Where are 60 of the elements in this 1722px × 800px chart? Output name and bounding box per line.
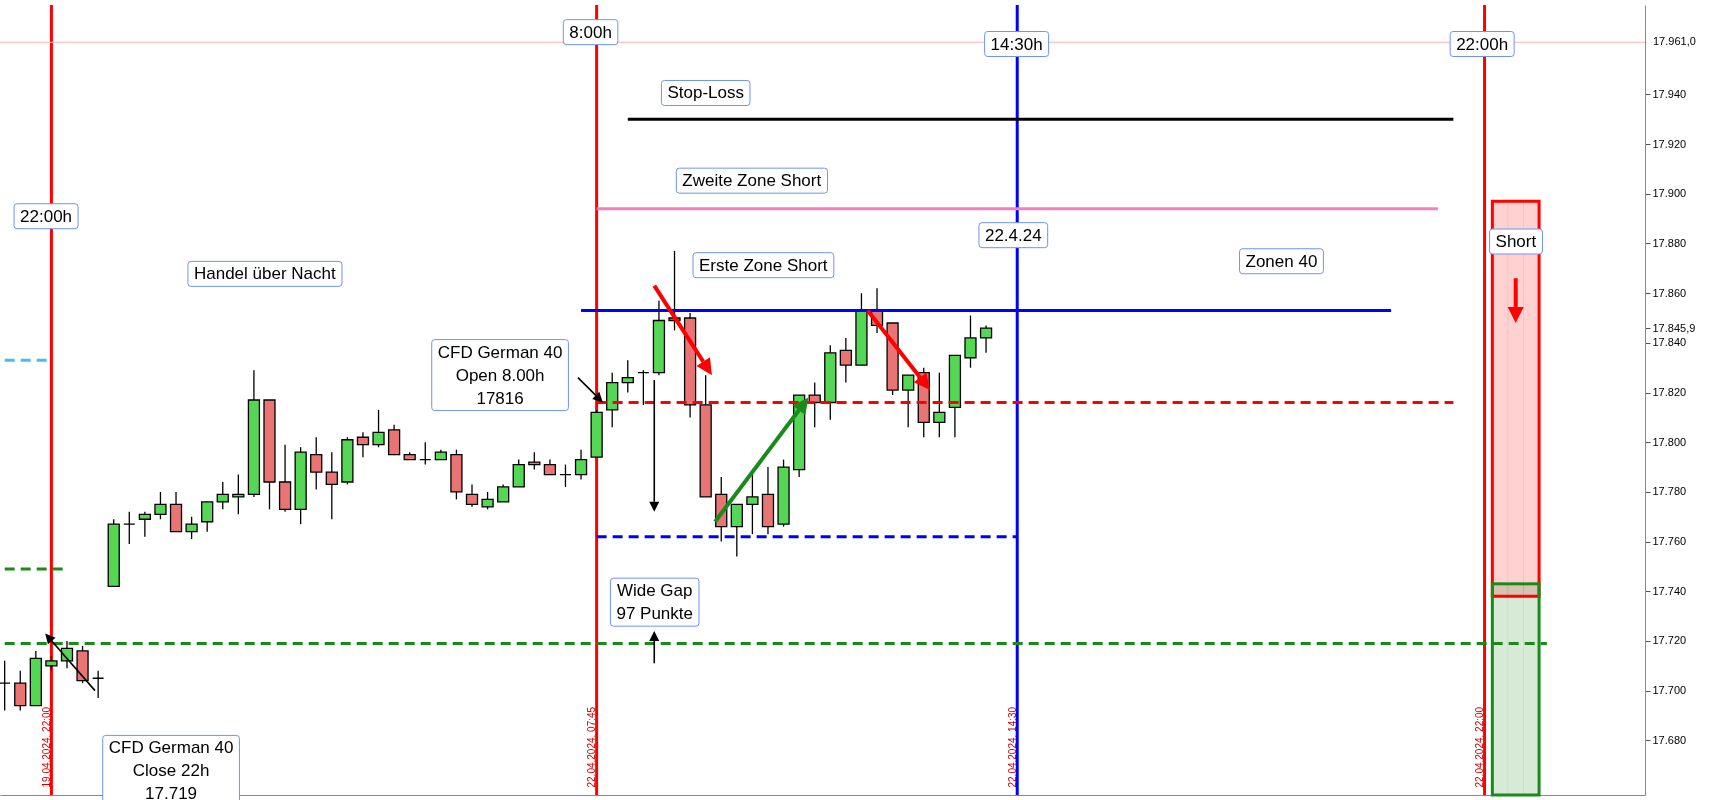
candlestick [91, 670, 105, 699]
annotation: CFD German 40 Open 8.00h 17816 [437, 342, 563, 408]
annotation: 22:00h [20, 206, 73, 226]
candlestick [185, 516, 198, 540]
candlestick [14, 670, 27, 712]
candlestick [154, 491, 167, 520]
y-tick-label: 17.760 [1652, 535, 1687, 548]
y-tick-label: 17.680 [1652, 733, 1687, 746]
candlestick [559, 463, 572, 488]
annotation: Zweite Zone Short [682, 171, 822, 191]
annotation: 8:00h [569, 22, 612, 42]
candlestick [310, 436, 323, 491]
annotation: 22.4.24 [984, 225, 1042, 245]
y-tick-label: 17.840 [1652, 336, 1687, 349]
candlestick [902, 374, 915, 428]
annotation: Wide Gap 97 Punkte [616, 581, 693, 624]
y-tick-label: 17.820 [1652, 386, 1687, 399]
candlestick [138, 511, 152, 538]
annotation: Zonen 40 [1245, 251, 1318, 271]
candlestick [637, 369, 650, 406]
candlestick [933, 372, 946, 438]
annotation: Handel über Nacht [193, 264, 336, 284]
annotation: Stop-Loss [667, 83, 744, 103]
candlestick [574, 449, 588, 481]
y-tick-label: 17.940 [1652, 87, 1687, 100]
candlestick [465, 483, 479, 508]
candlestick [730, 503, 743, 558]
x-tick-label: 22.04.2024, 22:00 [1474, 706, 1486, 788]
annotation: 22:00h [1456, 34, 1509, 54]
annotation: Erste Zone Short [699, 255, 828, 275]
candlestick [216, 481, 229, 510]
y-tick-label: 17.920 [1652, 137, 1687, 150]
candlestick [325, 451, 338, 520]
candlestick [232, 473, 245, 515]
ref-line-label: 17.961,0 [1653, 35, 1696, 48]
candlestick [964, 314, 977, 369]
x-tick-label: 22.04.2024, 07:45 [586, 706, 598, 788]
annotation: 14:30h [990, 34, 1043, 54]
y-tick-label: 17.700 [1652, 684, 1687, 697]
y-tick-label: 17.740 [1652, 584, 1687, 597]
candlestick [201, 501, 214, 533]
y-tick-label: 17.720 [1652, 634, 1687, 647]
candlestick [621, 359, 634, 394]
candlestick [839, 337, 853, 384]
y-tick-label: 17.880 [1652, 236, 1687, 249]
candlestick [372, 409, 385, 448]
y-tick-label: 17.780 [1652, 485, 1687, 498]
y-tick-label: 17.860 [1652, 286, 1687, 299]
candlestick [123, 511, 136, 545]
y-tick-label: 17.800 [1652, 435, 1687, 448]
x-tick-label: 19.04.2024, 22:00 [40, 706, 52, 788]
candlestick [979, 324, 993, 354]
x-tick-label: 22.04.2024, 14:30 [1006, 706, 1018, 788]
candlestick [356, 431, 370, 458]
y-tick-label: 17.900 [1652, 187, 1687, 200]
y-tick-label: 17.845,9 [1652, 321, 1696, 334]
annotation: Short [1495, 232, 1537, 251]
candlestick [808, 381, 821, 428]
candlestick [419, 441, 432, 466]
candlestick [512, 458, 525, 488]
